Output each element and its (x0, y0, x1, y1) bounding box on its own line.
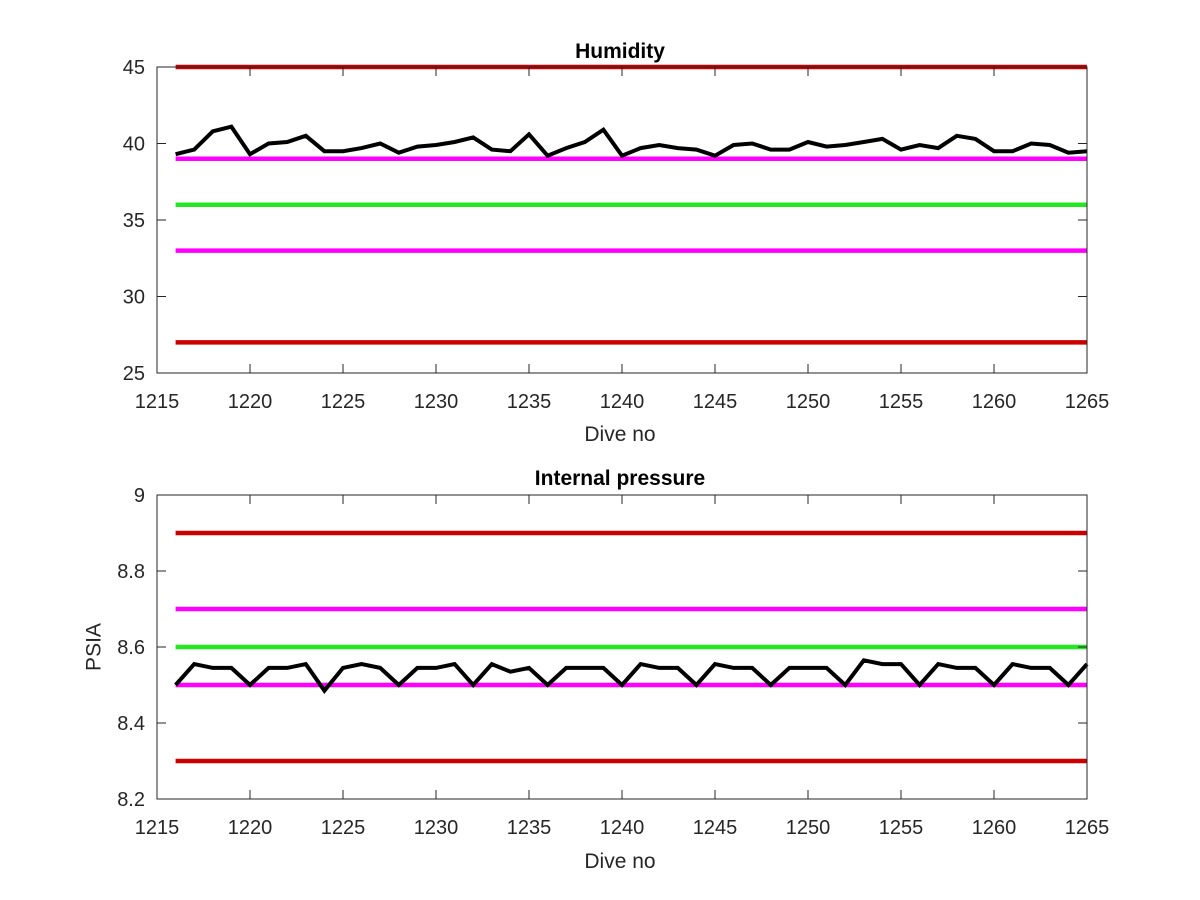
pressure-x-tick-label: 1235 (507, 817, 552, 839)
humidity-axes-box (156, 66, 1088, 374)
pressure-x-tick-label: 1245 (693, 817, 738, 839)
pressure-x-tick-label: 1250 (786, 817, 831, 839)
pressure-x-tick-label: 1215 (135, 817, 180, 839)
humidity-x-tick-label: 1235 (507, 391, 552, 413)
humidity-x-tick-label: 1265 (1065, 391, 1110, 413)
humidity-x-tick-label: 1220 (228, 391, 273, 413)
humidity-chart: Humidity Dive no 1215 1220 1225 1230 1235 124… (123, 40, 1110, 446)
pressure-y-tick-label: 8.8 (117, 561, 145, 583)
pressure-x-axis-label: Dive no (584, 850, 655, 873)
pressure-y-axis-label: PSIA (82, 623, 105, 671)
humidity-chart-title: Humidity (575, 40, 665, 63)
humidity-x-tick-label: 1240 (600, 391, 645, 413)
humidity-y-tick-label: 30 (123, 287, 145, 309)
humidity-y-tick-label: 40 (123, 134, 145, 156)
pressure-x-tick-label: 1220 (228, 817, 273, 839)
humidity-x-tick-label: 1245 (693, 391, 738, 413)
humidity-y-tick-label: 35 (123, 210, 145, 232)
humidity-x-tick-label: 1255 (879, 391, 924, 413)
internal-pressure-chart: Internal pressure Dive no PSIA 1215 1220 1… (82, 467, 1109, 873)
humidity-y-tick-label: 45 (123, 57, 145, 79)
pressure-series-line-0 (174, 658, 1089, 695)
humidity-x-tick-label: 1215 (135, 391, 180, 413)
pressure-x-tick-label: 1260 (972, 817, 1017, 839)
pressure-y-tick-label: 8.2 (117, 789, 145, 811)
humidity-series-line-0 (175, 124, 1088, 159)
pressure-x-tick-label: 1230 (414, 817, 459, 839)
humidity-y-tick-label: 25 (123, 363, 145, 385)
pressure-x-tick-label: 1240 (600, 817, 645, 839)
pressure-y-tick-label: 8.6 (117, 637, 145, 659)
humidity-x-tick-label: 1230 (414, 391, 459, 413)
humidity-x-tick-label: 1260 (972, 391, 1017, 413)
pressure-chart-title: Internal pressure (535, 467, 705, 490)
pressure-y-tick-label: 9 (134, 485, 145, 507)
humidity-x-axis-label: Dive no (584, 423, 655, 446)
humidity-x-tick-label: 1225 (321, 391, 366, 413)
pressure-x-tick-label: 1265 (1065, 817, 1110, 839)
pressure-x-tick-label: 1255 (879, 817, 924, 839)
pressure-y-tick-label: 8.4 (117, 713, 145, 735)
pressure-x-tick-label: 1225 (321, 817, 366, 839)
humidity-x-tick-label: 1250 (786, 391, 831, 413)
